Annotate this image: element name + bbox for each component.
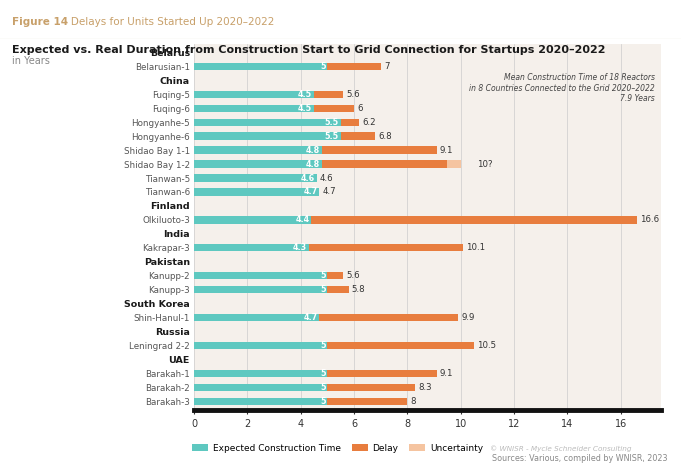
Text: 5: 5 xyxy=(320,397,326,406)
Text: in Years: in Years xyxy=(12,56,50,66)
Bar xyxy=(447,160,460,168)
Bar xyxy=(194,384,328,391)
Text: 5.5: 5.5 xyxy=(325,131,339,141)
Text: 10.1: 10.1 xyxy=(466,244,486,252)
Bar xyxy=(194,314,319,321)
Text: 5: 5 xyxy=(320,62,326,71)
Bar xyxy=(328,370,437,377)
Text: 5: 5 xyxy=(320,271,326,280)
Text: 5.5: 5.5 xyxy=(325,118,339,127)
Text: 4.8: 4.8 xyxy=(306,160,320,169)
Text: 10.5: 10.5 xyxy=(477,341,496,350)
Bar xyxy=(194,119,340,126)
Text: 9.9: 9.9 xyxy=(461,313,475,322)
Bar xyxy=(194,398,328,405)
Text: 4.6: 4.6 xyxy=(301,174,315,182)
Text: · Delays for Units Started Up 2020–2022: · Delays for Units Started Up 2020–2022 xyxy=(61,17,274,27)
Text: 4.6: 4.6 xyxy=(320,174,334,182)
Text: 8: 8 xyxy=(411,397,416,406)
Text: 4.8: 4.8 xyxy=(306,145,320,155)
Bar xyxy=(194,342,328,349)
Text: 9.1: 9.1 xyxy=(440,145,454,155)
Bar xyxy=(328,286,349,294)
Legend: Expected Construction Time, Delay, Uncertainty: Expected Construction Time, Delay, Uncer… xyxy=(189,440,487,456)
Bar xyxy=(194,244,308,251)
Bar xyxy=(194,132,340,140)
Text: 4.5: 4.5 xyxy=(298,104,312,113)
Bar xyxy=(328,63,381,70)
Bar xyxy=(194,63,328,70)
Text: 5: 5 xyxy=(320,285,326,294)
Bar xyxy=(194,105,314,112)
Bar xyxy=(322,160,447,168)
Bar xyxy=(314,91,343,98)
Bar xyxy=(194,160,322,168)
Bar xyxy=(328,384,415,391)
Bar xyxy=(194,175,317,181)
Text: 16.6: 16.6 xyxy=(639,215,659,225)
Text: 7: 7 xyxy=(384,62,390,71)
Text: Mean Construction Time of 18 Reactors
in 8 Countries Connected to the Grid 2020–: Mean Construction Time of 18 Reactors in… xyxy=(469,73,655,103)
Text: 5: 5 xyxy=(320,341,326,350)
Text: 8.3: 8.3 xyxy=(419,383,432,392)
Text: 6.8: 6.8 xyxy=(379,131,392,141)
Text: 10?: 10? xyxy=(477,160,492,169)
Text: 5.8: 5.8 xyxy=(352,285,366,294)
Text: 4.7: 4.7 xyxy=(323,188,336,196)
Text: 4.3: 4.3 xyxy=(293,244,307,252)
Text: 4.7: 4.7 xyxy=(303,188,317,196)
Text: Sources: Various, compiled by WNISR, 2023: Sources: Various, compiled by WNISR, 202… xyxy=(492,454,667,463)
Bar xyxy=(194,272,328,279)
Text: 4.5: 4.5 xyxy=(298,90,312,99)
Bar xyxy=(194,286,328,294)
Text: 5: 5 xyxy=(320,383,326,392)
Bar xyxy=(308,244,463,251)
Bar xyxy=(194,370,328,377)
Bar xyxy=(328,272,343,279)
Bar xyxy=(194,91,314,98)
Text: Expected vs. Real Duration from Construction Start to Grid Connection for Startu: Expected vs. Real Duration from Construc… xyxy=(12,44,606,55)
Bar xyxy=(314,105,354,112)
Bar xyxy=(319,314,458,321)
Text: © WNISR - Mycle Schneider Consulting: © WNISR - Mycle Schneider Consulting xyxy=(490,446,632,452)
Text: 6.2: 6.2 xyxy=(362,118,376,127)
Text: 4.7: 4.7 xyxy=(303,313,317,322)
Bar xyxy=(328,398,407,405)
Text: 5.6: 5.6 xyxy=(347,90,360,99)
Bar xyxy=(194,146,322,154)
Text: 5: 5 xyxy=(320,369,326,378)
Bar xyxy=(328,342,474,349)
Bar xyxy=(194,188,319,195)
Text: 9.1: 9.1 xyxy=(440,369,454,378)
Bar xyxy=(322,146,437,154)
Bar xyxy=(194,216,311,224)
Bar xyxy=(311,216,637,224)
Text: Figure 14: Figure 14 xyxy=(12,17,68,27)
Bar xyxy=(340,132,375,140)
Text: 5.6: 5.6 xyxy=(347,271,360,280)
Bar xyxy=(340,119,360,126)
Text: 4.4: 4.4 xyxy=(296,215,309,225)
Text: 6: 6 xyxy=(358,104,363,113)
